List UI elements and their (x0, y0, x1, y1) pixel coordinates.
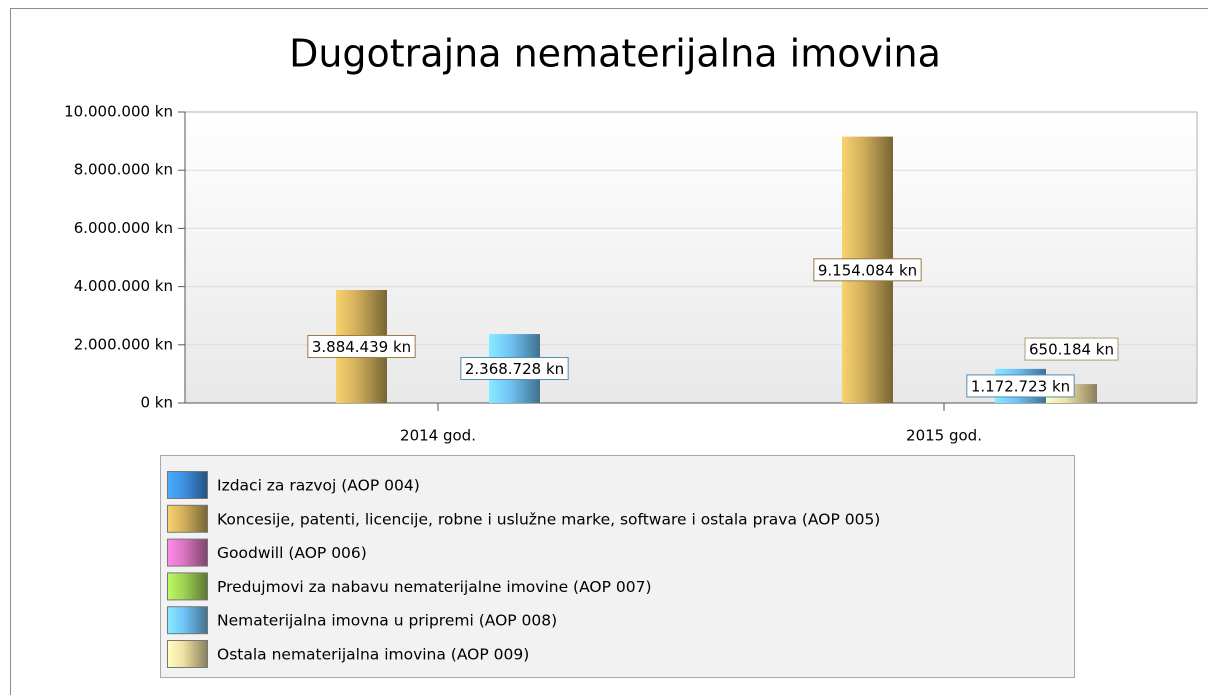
x-tick-label: 2014 god. (400, 427, 476, 445)
x-tick-label: 2015 god. (906, 427, 982, 445)
legend-swatch (167, 504, 208, 533)
data-label-box (813, 258, 922, 282)
legend-label: Goodwill (AOP 006) (217, 544, 367, 562)
legend-swatch (167, 538, 208, 567)
legend-swatch (167, 640, 208, 668)
y-tick-label: 4.000.000 kn (74, 277, 173, 295)
data-label: 9.154.084 kn (818, 261, 917, 279)
legend-swatch (167, 471, 208, 499)
legend-label: Predujmovi za nabavu nematerijalne imovi… (217, 578, 652, 596)
legend-label: Nematerijalna imovna u pripremi (AOP 008… (217, 612, 557, 630)
chart-title: Dugotrajna nematerijalna imovina (289, 32, 941, 76)
data-label: 3.884.439 kn (312, 338, 411, 356)
y-tick-label: 8.000.000 kn (74, 161, 173, 179)
y-tick-label: 10.000.000 kn (64, 103, 173, 121)
y-tick-label: 6.000.000 kn (74, 219, 173, 237)
data-label: 1.172.723 kn (971, 377, 1070, 395)
legend (160, 455, 1075, 678)
legend-label: Ostala nematerijalna imovina (AOP 009) (217, 646, 529, 664)
legend-swatch (167, 572, 208, 601)
legend-swatch (167, 606, 208, 635)
legend-label: Koncesije, patenti, licencije, robne i u… (217, 510, 880, 528)
legend-label: Izdaci za razvoj (AOP 004) (217, 477, 420, 495)
y-tick-label: 2.000.000 kn (74, 335, 173, 353)
data-label: 650.184 kn (1029, 341, 1114, 359)
data-label-box (1024, 337, 1119, 361)
y-tick-label: 0 kn (140, 394, 173, 412)
data-label-box (966, 374, 1075, 398)
data-label-box (460, 357, 569, 381)
data-label: 2.368.728 kn (465, 360, 564, 378)
data-label-box (307, 334, 416, 358)
